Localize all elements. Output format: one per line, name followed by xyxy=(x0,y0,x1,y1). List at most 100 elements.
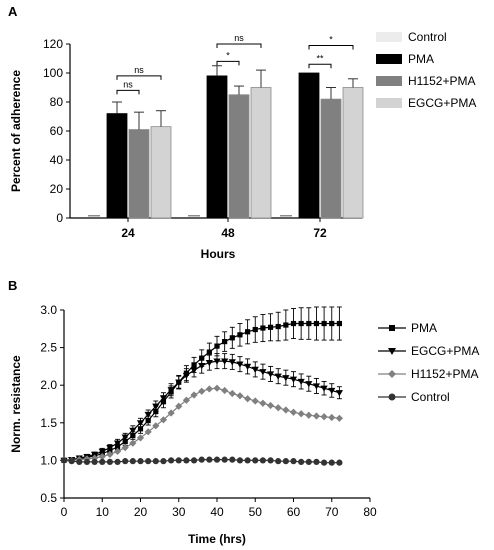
data-point-egcg-pma xyxy=(159,395,168,402)
data-point-control xyxy=(106,458,113,466)
data-point-egcg-pma xyxy=(335,390,343,397)
data-point-egcg-pma xyxy=(205,360,213,367)
significance-bracket xyxy=(216,60,240,66)
data-point-egcg-pma xyxy=(289,376,298,383)
significance-bracket xyxy=(308,63,332,69)
data-point-egcg-pma xyxy=(198,363,206,370)
data-point-control xyxy=(152,458,159,465)
data-point-control xyxy=(321,459,328,466)
data-point-h1152-pma xyxy=(152,422,160,430)
data-point-h1152-pma xyxy=(259,399,267,407)
data-point-control xyxy=(137,458,144,465)
legend-label: PMA xyxy=(408,52,434,66)
data-point-egcg-pma xyxy=(305,381,313,388)
data-point-control xyxy=(290,458,297,465)
data-point-control xyxy=(99,458,106,466)
data-point-control xyxy=(282,458,289,465)
data-point-control xyxy=(229,456,236,463)
significance-label: ns xyxy=(123,79,133,89)
data-point-control xyxy=(175,457,182,464)
data-point-egcg-pma xyxy=(175,379,183,386)
significance-label: ** xyxy=(316,53,324,63)
data-point-pma xyxy=(137,426,144,432)
y-tick-label: 40 xyxy=(50,153,64,167)
x-tick-label: 60 xyxy=(287,505,301,519)
data-point-egcg-pma xyxy=(274,373,282,380)
x-tick-label: 48 xyxy=(221,226,235,240)
data-point-h1152-pma xyxy=(251,397,259,405)
data-point-egcg-pma xyxy=(228,359,236,366)
data-point-egcg-pma xyxy=(213,358,221,365)
data-point-h1152-pma xyxy=(205,385,213,393)
data-point-pma xyxy=(336,320,342,327)
data-point-egcg-pma xyxy=(113,440,122,447)
data-point-pma xyxy=(283,322,289,328)
data-point-egcg-pma xyxy=(328,387,336,395)
data-point-egcg-pma xyxy=(244,363,252,370)
data-point-egcg-pma xyxy=(320,385,328,392)
data-point-h1152-pma xyxy=(198,387,206,395)
legend-label: Control xyxy=(408,30,447,44)
x-tick-label: 30 xyxy=(172,505,186,519)
data-point-h1152-pma xyxy=(221,386,229,395)
legend-label: Control xyxy=(411,390,450,404)
data-point-pma xyxy=(222,338,228,345)
x-tick-label: 72 xyxy=(313,226,327,240)
data-point-h1152-pma xyxy=(121,444,129,452)
data-point-h1152-pma xyxy=(289,408,298,416)
data-point-egcg-pma xyxy=(152,403,160,410)
data-point-control xyxy=(129,458,136,465)
data-point-h1152-pma xyxy=(213,384,221,392)
bar-h1152-pma xyxy=(128,129,150,219)
x-tick-label: 80 xyxy=(363,505,377,519)
legend-marker xyxy=(388,370,396,378)
legend-marker xyxy=(388,348,396,355)
data-point-control xyxy=(160,458,167,465)
data-point-pma xyxy=(313,320,320,327)
data-point-egcg-pma xyxy=(106,445,114,452)
data-point-egcg-pma xyxy=(282,375,290,382)
data-point-h1152-pma xyxy=(266,401,275,410)
data-point-egcg-pma xyxy=(121,434,129,441)
data-point-pma xyxy=(252,326,258,333)
legend-label: PMA xyxy=(411,321,437,335)
data-point-pma xyxy=(275,323,281,330)
data-point-control xyxy=(213,456,221,463)
data-point-pma xyxy=(145,417,151,424)
data-point-egcg-pma xyxy=(297,378,305,386)
data-point-egcg-pma xyxy=(236,361,244,368)
data-point-egcg-pma xyxy=(98,448,106,455)
data-point-pma xyxy=(229,335,235,341)
data-point-control xyxy=(221,456,228,463)
data-point-pma xyxy=(206,349,212,355)
y-tick-label: 80 xyxy=(50,95,64,109)
data-point-egcg-pma xyxy=(144,411,152,419)
data-point-pma xyxy=(214,343,220,349)
data-point-pma xyxy=(267,324,274,330)
significance-label: * xyxy=(329,34,333,44)
data-point-egcg-pma xyxy=(167,387,175,394)
y-tick-label: 2.0 xyxy=(40,378,57,392)
data-point-control xyxy=(76,458,83,466)
panel-b-chart: B 0.5 1.0 1.5 2.0 2.5 3.0 0 10 20 30 40 50 60 70 80 Nor… xyxy=(8,278,479,546)
data-point-h1152-pma xyxy=(244,395,252,403)
data-point-h1152-pma xyxy=(129,439,137,447)
data-point-control xyxy=(236,457,244,464)
data-point-control xyxy=(114,458,121,466)
legend-swatch xyxy=(376,32,402,42)
y-tick-label: 120 xyxy=(43,37,63,51)
data-point-control xyxy=(328,459,335,466)
data-point-control xyxy=(313,458,320,466)
y-tick-label: 20 xyxy=(50,182,64,196)
data-point-control xyxy=(267,457,274,464)
data-point-control xyxy=(122,458,129,465)
legend-label: EGCG+PMA xyxy=(411,344,479,358)
x-tick-label: 20 xyxy=(134,505,148,519)
data-point-h1152-pma xyxy=(159,416,168,424)
legend-label: EGCG+PMA xyxy=(408,96,476,110)
bar-h1152-pma xyxy=(320,98,342,219)
data-point-egcg-pma xyxy=(129,427,137,434)
data-point-pma xyxy=(122,439,128,445)
significance-bracket xyxy=(116,75,162,80)
